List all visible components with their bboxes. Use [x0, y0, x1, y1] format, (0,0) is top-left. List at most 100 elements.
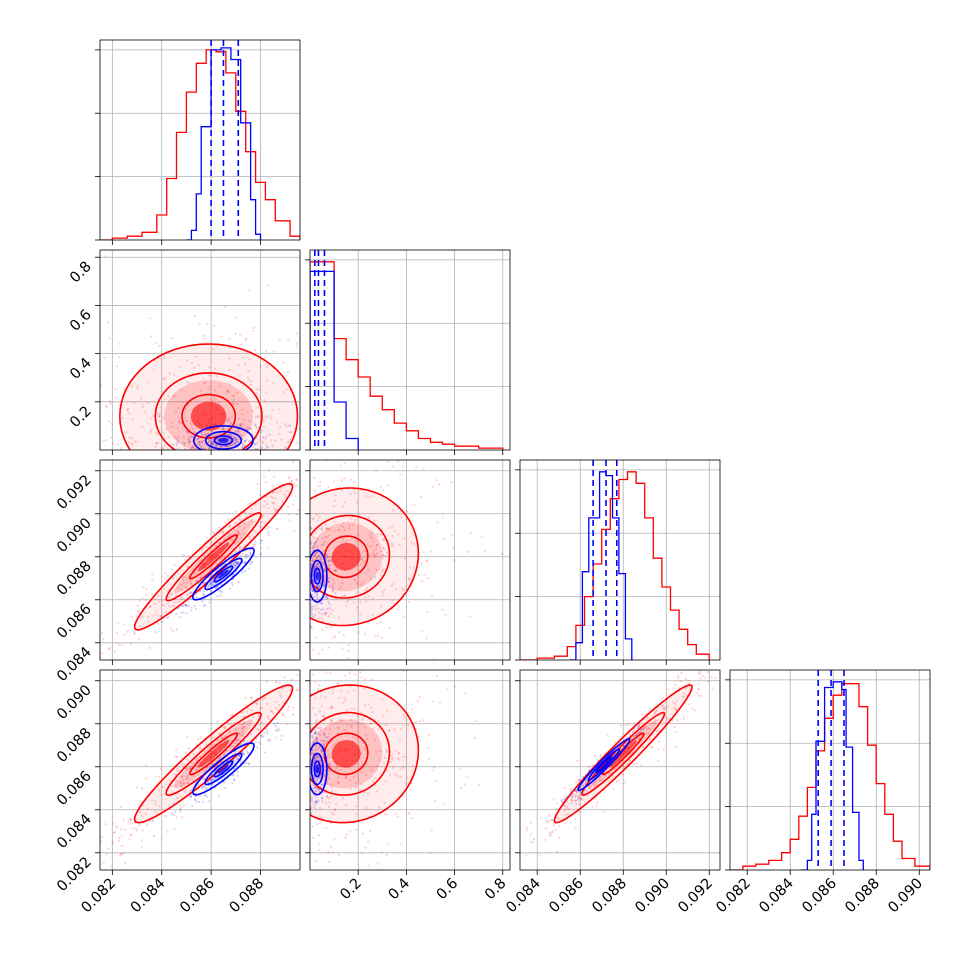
sample-point — [287, 705, 290, 708]
sample-point — [632, 763, 635, 766]
sample-point — [321, 562, 324, 565]
sample-point — [155, 442, 158, 445]
sample-point — [548, 814, 551, 817]
sample-point — [314, 541, 317, 544]
sample-point — [336, 765, 339, 768]
sample-point — [274, 439, 277, 442]
sample-point — [384, 780, 387, 783]
blue-contour — [310, 559, 324, 593]
sample-point — [411, 764, 415, 768]
sample-point — [312, 517, 315, 520]
sample-point — [318, 791, 321, 794]
sample-point — [170, 593, 173, 597]
sample-point — [343, 461, 346, 465]
sample-point — [301, 424, 303, 426]
sample-point — [192, 427, 195, 430]
sample-point — [238, 518, 242, 521]
sample-point — [227, 437, 230, 440]
sample-point — [314, 759, 317, 762]
sample-point — [157, 595, 160, 598]
sample-point — [264, 481, 267, 484]
sample-point — [130, 833, 133, 836]
axes-frame — [99, 249, 301, 451]
sample-point — [158, 805, 161, 808]
sample-point — [203, 794, 206, 797]
sample-point — [124, 828, 127, 831]
sample-point — [254, 424, 257, 427]
sample-point — [511, 872, 513, 874]
sample-point — [295, 478, 298, 481]
sample-point — [162, 378, 165, 381]
sample-point — [185, 751, 188, 754]
sample-point — [223, 727, 226, 730]
sample-point — [431, 769, 434, 772]
sample-point — [355, 738, 358, 741]
sample-point — [57, 697, 59, 699]
sample-point — [316, 569, 319, 572]
sample-point — [265, 437, 268, 440]
sample-point — [136, 609, 139, 612]
sample-point — [42, 438, 44, 440]
sample-point — [159, 767, 162, 770]
sample-point — [154, 775, 157, 778]
sample-point — [360, 558, 363, 561]
sample-point — [578, 803, 581, 806]
sample-point — [359, 671, 362, 674]
sample-point — [235, 510, 238, 513]
sample-point — [349, 779, 352, 782]
sample-point — [246, 376, 249, 379]
sample-point — [706, 671, 710, 674]
sample-point — [91, 880, 93, 882]
sample-point — [374, 750, 377, 753]
sample-point — [191, 362, 194, 365]
scatter-panel — [511, 670, 720, 874]
sample-point — [364, 846, 367, 849]
sample-point — [213, 389, 216, 392]
sample-point — [697, 687, 700, 690]
sample-point — [141, 787, 144, 790]
sample-point — [221, 737, 224, 740]
sample-point — [250, 507, 253, 510]
sample-point — [332, 586, 335, 590]
sample-point — [334, 424, 336, 426]
sample-point — [174, 810, 177, 813]
sample-point — [600, 779, 603, 782]
sample-point — [183, 763, 186, 766]
sample-point — [313, 543, 316, 546]
sample-point — [314, 713, 317, 716]
sample-point — [382, 568, 385, 571]
sample-point — [234, 542, 237, 545]
sample-point — [268, 433, 271, 436]
blue-contour — [310, 549, 328, 603]
sample-point — [354, 579, 357, 582]
sample-point — [197, 737, 200, 740]
sample-point — [295, 689, 298, 692]
sample-point — [327, 646, 330, 649]
sample-point — [240, 343, 243, 346]
sample-point — [209, 441, 213, 445]
sample-point — [637, 731, 640, 734]
sample-point — [360, 740, 363, 743]
sample-point — [378, 418, 380, 420]
sample-point — [202, 582, 205, 585]
axes-frame — [99, 459, 301, 661]
sample-point — [353, 673, 357, 676]
sample-point — [388, 774, 391, 777]
sample-point — [380, 533, 383, 536]
sample-point — [276, 721, 279, 725]
sample-point — [317, 586, 320, 589]
sample-point — [675, 730, 678, 734]
sample-point — [699, 677, 702, 680]
sample-point — [403, 537, 406, 540]
sample-point — [319, 773, 323, 776]
sample-point — [348, 527, 351, 530]
sample-point — [317, 747, 321, 750]
sample-point — [185, 778, 188, 781]
sample-point — [319, 558, 322, 561]
sample-point — [181, 775, 184, 778]
sample-point — [647, 732, 650, 735]
sample-point — [650, 746, 653, 749]
blue-contour — [191, 742, 255, 796]
sample-point — [285, 424, 288, 428]
sample-point — [258, 493, 261, 496]
